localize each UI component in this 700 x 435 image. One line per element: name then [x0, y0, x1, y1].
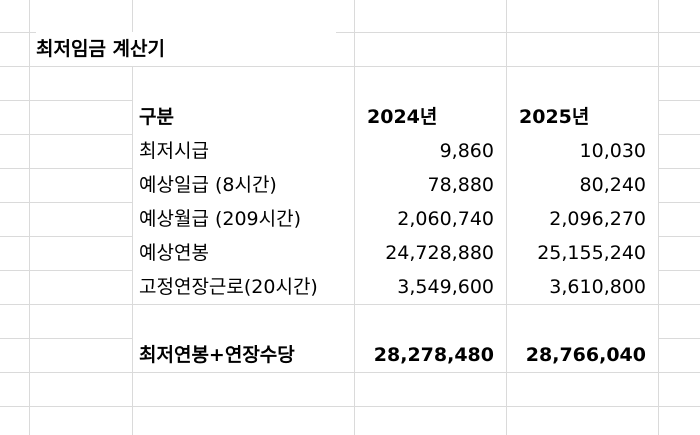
row-label-cell[interactable]: 고정연장근로(20시간)	[133, 270, 354, 304]
gridline	[29, 0, 30, 435]
row-2025-cell[interactable]: 10,030	[507, 134, 658, 168]
row-label-cell[interactable]: 예상일급 (8시간)	[133, 168, 354, 202]
row-2025-cell[interactable]: 80,240	[507, 168, 658, 202]
row-2025-cell[interactable]: 2,096,270	[507, 202, 658, 236]
header-2024-cell[interactable]: 2024년	[355, 100, 506, 134]
gridline	[0, 372, 700, 373]
row-2025-cell[interactable]: 3,610,800	[507, 270, 658, 304]
total-label-cell[interactable]: 최저연봉+연장수당	[133, 338, 354, 372]
row-2024-cell[interactable]: 9,860	[355, 134, 506, 168]
row-2024-cell[interactable]: 78,880	[355, 168, 506, 202]
row-label-cell[interactable]: 최저시급	[133, 134, 354, 168]
gridline	[0, 304, 700, 305]
header-label-cell[interactable]: 구분	[133, 100, 354, 134]
gridline	[0, 406, 700, 407]
total-2024-cell[interactable]: 28,278,480	[355, 338, 506, 372]
gridline	[354, 0, 355, 435]
total-2025-cell[interactable]: 28,766,040	[507, 338, 658, 372]
row-2024-cell[interactable]: 3,549,600	[355, 270, 506, 304]
row-2025-cell[interactable]: 25,155,240	[507, 236, 658, 270]
gridline	[658, 0, 659, 435]
row-label-cell[interactable]: 예상연봉	[133, 236, 354, 270]
sheet-title-cell[interactable]: 최저임금 계산기	[36, 32, 336, 66]
row-2024-cell[interactable]: 24,728,880	[355, 236, 506, 270]
gridline	[132, 0, 133, 435]
row-2024-cell[interactable]: 2,060,740	[355, 202, 506, 236]
row-label-cell[interactable]: 예상월급 (209시간)	[133, 202, 354, 236]
gridline	[0, 32, 700, 33]
header-2025-cell[interactable]: 2025년	[507, 100, 658, 134]
gridline	[0, 66, 700, 67]
gridline	[506, 0, 507, 435]
